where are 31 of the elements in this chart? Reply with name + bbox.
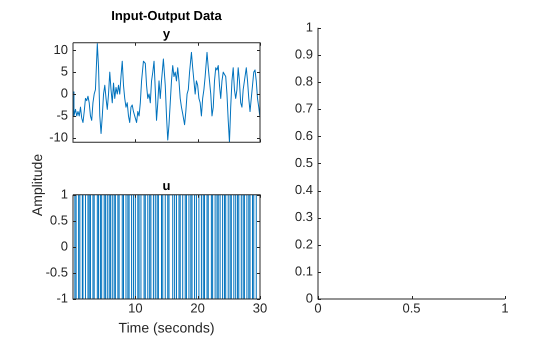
y-tick-label: 0.3 [294, 209, 313, 224]
y-tick-label: 0.6 [294, 128, 313, 143]
y-tick-label: 5 [60, 64, 68, 79]
y-tick-label: 1 [60, 186, 68, 202]
y-tick-label: 0 [60, 86, 68, 101]
chart-subtitle: y [162, 26, 170, 41]
y-tick-label: 1 [306, 19, 313, 34]
y-tick-label: 0.5 [294, 154, 313, 170]
y-tick-label: 10 [54, 42, 68, 57]
y-tick-label: -0.5 [46, 264, 68, 280]
chart-title: u [162, 178, 170, 193]
y-tick-label: 0.1 [294, 263, 313, 278]
x-tick-label: 20 [190, 300, 205, 316]
y-axis-title: Amplitude [29, 154, 45, 216]
y-tick-label: 0.8 [294, 74, 313, 89]
y-tick-label: -10 [49, 129, 68, 144]
y-tick-label: -5 [56, 108, 68, 123]
x-axis-title: Time (seconds) [118, 319, 214, 336]
x-tick-label: 30 [252, 300, 268, 316]
x-tick-label: 10 [128, 300, 143, 316]
x-tick-label: 0.5 [402, 300, 421, 316]
y-tick-label: 0.9 [294, 46, 313, 62]
y-tick-label: 0.5 [50, 212, 68, 228]
y-tick-label: 0.2 [294, 236, 313, 252]
y-tick-label: 0 [306, 290, 313, 306]
y-tick-label: 0.7 [294, 100, 313, 116]
y-tick-label: 0 [60, 238, 68, 254]
x-tick-label: 1 [501, 300, 509, 316]
chart-title: Input-Output Data [111, 8, 222, 23]
y-tick-label: 0.4 [294, 182, 313, 198]
y-tick-label: -1 [56, 290, 68, 306]
